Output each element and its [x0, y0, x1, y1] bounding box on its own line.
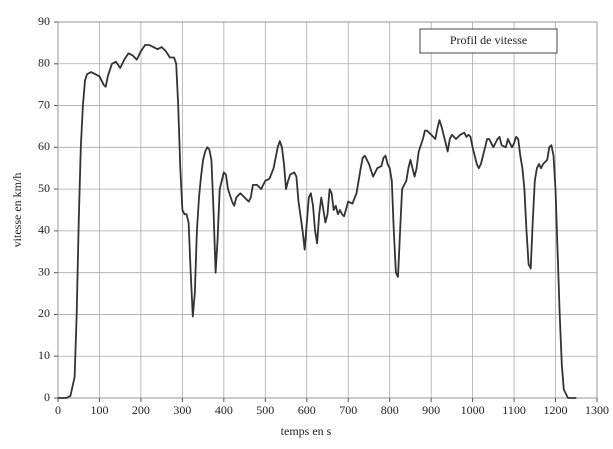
x-tick-label: 1200 — [544, 403, 568, 417]
x-tick-label: 400 — [215, 403, 233, 417]
y-tick-label: 30 — [38, 264, 50, 278]
y-tick-label: 80 — [38, 56, 50, 70]
x-tick-label: 900 — [422, 403, 440, 417]
y-tick-label: 60 — [38, 139, 50, 153]
y-tick-label: 10 — [38, 348, 50, 362]
series-line — [58, 44, 577, 399]
x-tick-label: 200 — [132, 403, 150, 417]
x-axis-label: temps en s — [281, 424, 332, 438]
x-tick-label: 0 — [55, 403, 61, 417]
legend-box — [419, 28, 558, 54]
y-axis-label: vitesse en km/h — [10, 173, 24, 248]
y-tick-label: 90 — [38, 14, 50, 28]
y-tick-label: 20 — [38, 306, 50, 320]
x-tick-label: 500 — [256, 403, 274, 417]
x-tick-label: 700 — [339, 403, 357, 417]
y-tick-label: 0 — [44, 390, 50, 404]
y-tick-label: 50 — [38, 181, 50, 195]
x-tick-label: 1300 — [585, 403, 609, 417]
x-tick-label: 600 — [298, 403, 316, 417]
x-tick-label: 100 — [90, 403, 108, 417]
y-tick-label: 70 — [38, 97, 50, 111]
x-tick-label: 800 — [381, 403, 399, 417]
x-tick-label: 300 — [173, 403, 191, 417]
x-tick-label: 1100 — [502, 403, 526, 417]
legend-label: Profil de vitesse — [450, 33, 527, 47]
y-tick-label: 40 — [38, 223, 50, 237]
x-tick-label: 1000 — [461, 403, 485, 417]
